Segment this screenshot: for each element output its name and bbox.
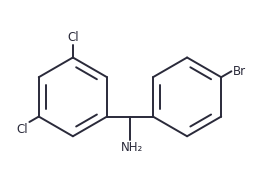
Text: Cl: Cl bbox=[17, 123, 28, 136]
Text: Cl: Cl bbox=[67, 31, 79, 44]
Text: Br: Br bbox=[232, 65, 246, 78]
Text: NH₂: NH₂ bbox=[121, 141, 143, 154]
